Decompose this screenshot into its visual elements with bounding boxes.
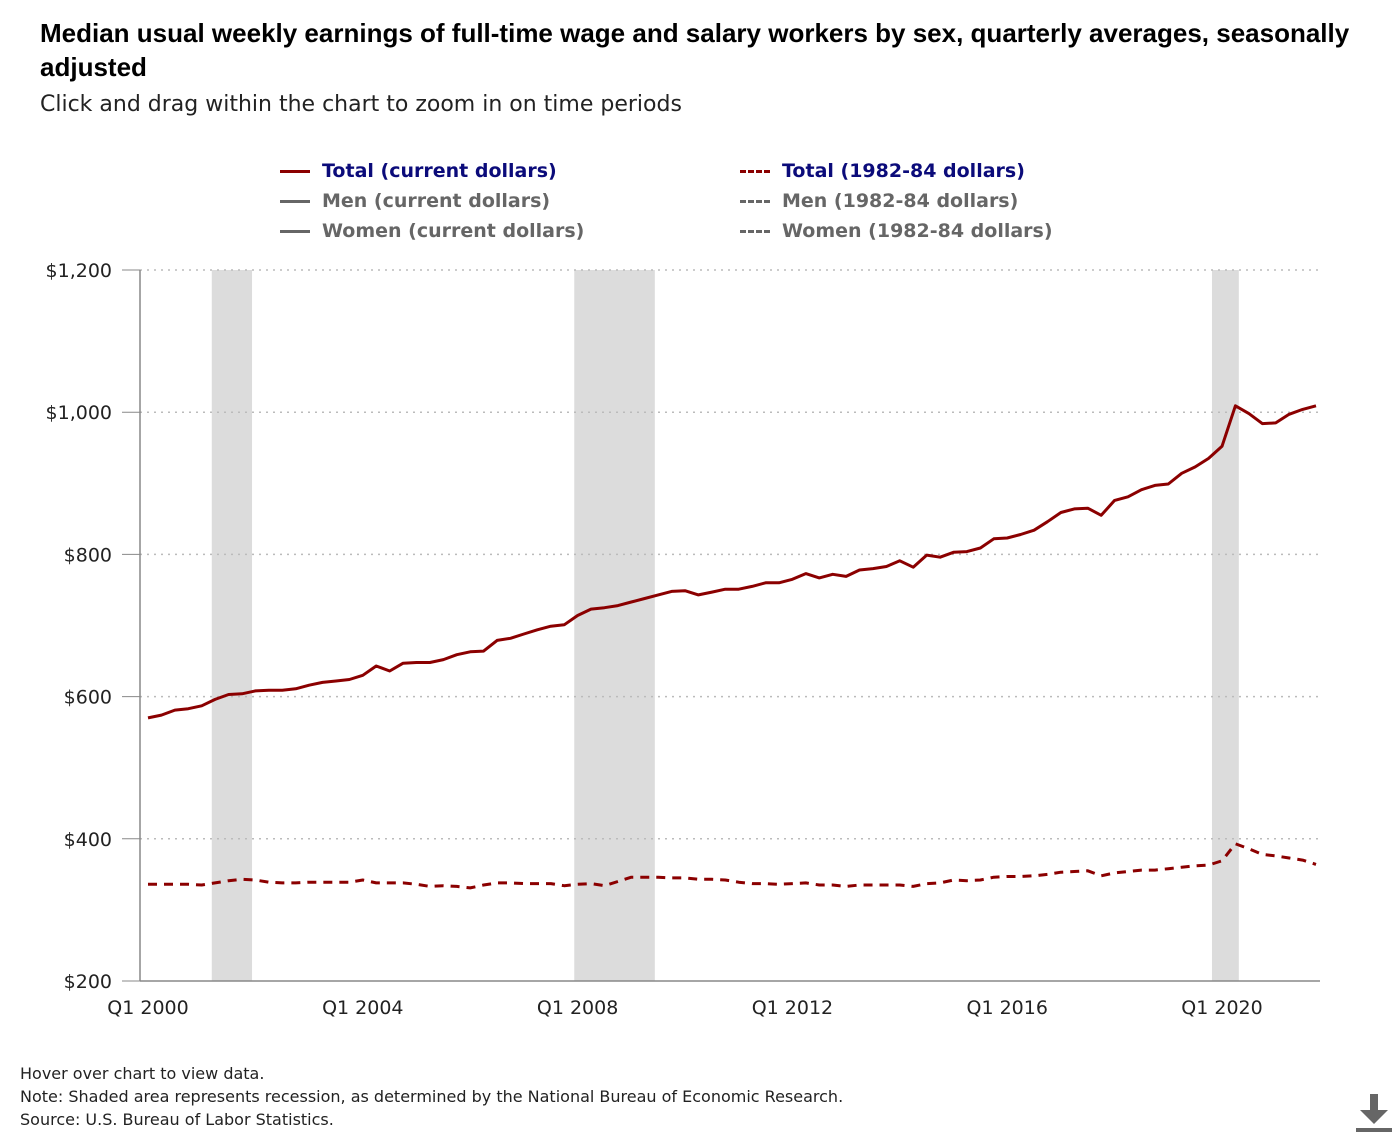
y-tick-label: $200: [64, 971, 112, 993]
legend-item[interactable]: Women (current dollars): [280, 216, 584, 246]
download-button[interactable]: [1352, 1090, 1396, 1134]
y-tick-label: $400: [64, 829, 112, 851]
download-icon: [1356, 1094, 1392, 1132]
x-tick-label: Q1 2012: [752, 997, 833, 1019]
chart-notes: Hover over chart to view data. Note: Sha…: [20, 1062, 843, 1131]
legend-swatch: [740, 199, 770, 203]
legend-label: Women (1982-84 dollars): [782, 220, 1053, 242]
legend-label: Men (1982-84 dollars): [782, 190, 1019, 212]
y-tick-label: $800: [64, 544, 112, 566]
legend-item[interactable]: Men (1982-84 dollars): [740, 186, 1018, 216]
recession-note: Note: Shaded area represents recession, …: [20, 1087, 844, 1106]
legend: Total (current dollars) Total (1982-84 do…: [280, 156, 1080, 246]
y-tick-label: $600: [64, 687, 112, 709]
x-tick-label: Q1 2008: [537, 997, 618, 1019]
chart-title: Median usual weekly earnings of full-tim…: [40, 18, 1350, 82]
recession-band: [574, 270, 655, 981]
y-tick-label: $1,000: [46, 402, 112, 424]
x-tick-label: Q1 2020: [1181, 997, 1262, 1019]
legend-swatch: [740, 169, 770, 173]
series-line-total-1982-84[interactable]: [148, 842, 1317, 890]
legend-swatch: [280, 229, 310, 233]
hover-hint: Hover over chart to view data.: [20, 1064, 265, 1083]
recession-band: [211, 270, 253, 981]
legend-label: Total (current dollars): [322, 160, 557, 182]
legend-item[interactable]: Men (current dollars): [280, 186, 550, 216]
line-chart[interactable]: $200 $400 $600 $800 $1,000 $1,200 Q1 2000 Q1 20…: [0, 250, 1400, 1050]
x-tick-label: Q1 2016: [966, 997, 1047, 1019]
series-line-total-current[interactable]: [147, 404, 1317, 720]
y-tick-label: $1,200: [46, 260, 112, 282]
legend-swatch: [280, 169, 310, 173]
x-tick-label: Q1 2000: [107, 997, 188, 1019]
legend-label: Men (current dollars): [322, 190, 551, 212]
legend-swatch: [740, 229, 770, 233]
legend-item[interactable]: Women (1982-84 dollars): [740, 216, 1053, 246]
legend-label: Total (1982-84 dollars): [782, 160, 1025, 182]
source-note: Source: U.S. Bureau of Labor Statistics.: [20, 1110, 334, 1129]
legend-swatch: [280, 199, 310, 203]
recession-band: [1211, 270, 1239, 981]
chart-subtitle: Click and drag within the chart to zoom …: [40, 92, 682, 117]
legend-label: Women (current dollars): [322, 220, 585, 242]
x-tick-label: Q1 2004: [322, 997, 403, 1019]
legend-item[interactable]: Total (1982-84 dollars): [740, 156, 1025, 186]
legend-item[interactable]: Total (current dollars): [280, 156, 557, 186]
